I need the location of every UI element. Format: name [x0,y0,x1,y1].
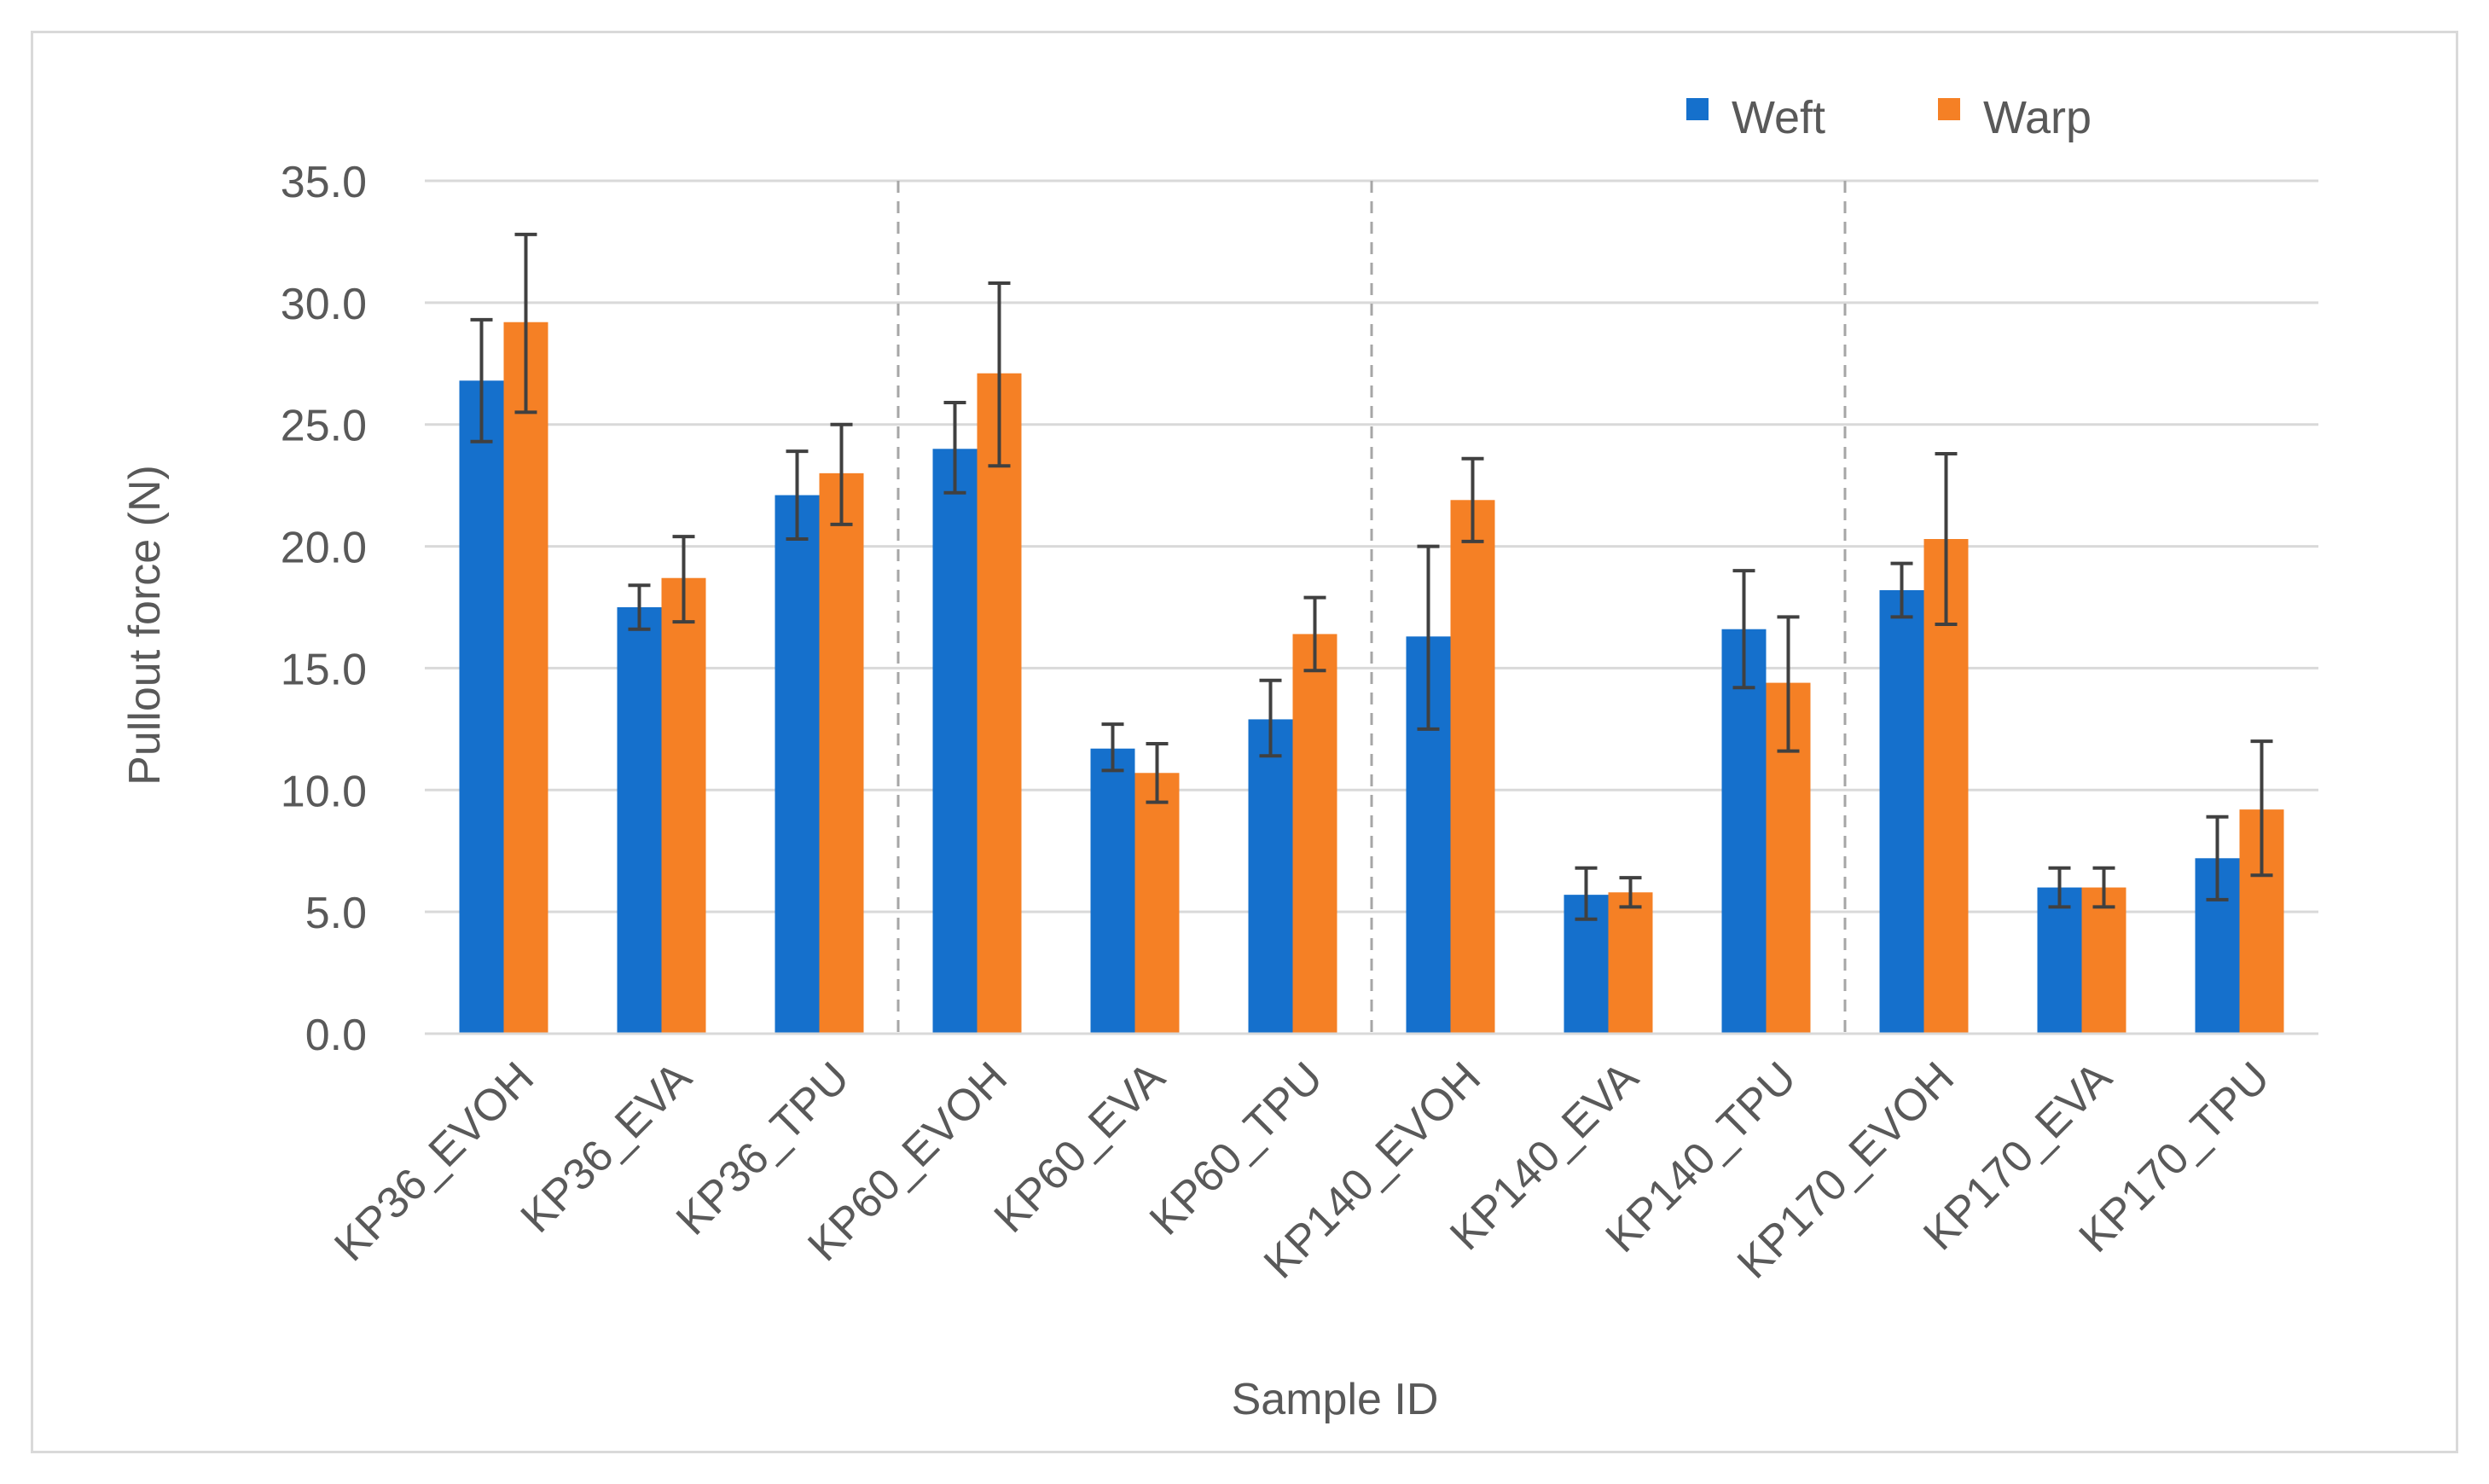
error-bar-weft [1417,544,1440,731]
bars [459,322,2284,1034]
bar-weft [1248,719,1293,1034]
group-separators [896,181,1847,1034]
x-tick-label: KP36_EVOH [325,1052,543,1271]
error-bar-weft [786,449,809,541]
error-bar-weft [943,401,966,495]
legend-swatch-warp [1938,98,1960,120]
error-bar-warp [2250,739,2273,878]
y-tick-label: 35.0 [281,158,367,207]
error-bar-warp [1935,452,1958,626]
bar-weft [1090,748,1135,1034]
bar-weft [932,449,978,1034]
error-bar-weft [1732,569,1755,690]
bar-weft [2037,887,2082,1034]
y-tick-label: 30.0 [281,280,367,329]
error-bar-warp [1619,876,1642,909]
error-bar-weft [628,583,651,631]
error-bar-weft [2048,866,2071,909]
error-bar-warp [2092,866,2115,909]
bar-warp [1450,500,1495,1034]
bar-weft [1721,629,1767,1034]
error-bar-weft [1890,561,1913,619]
error-bar-warp [830,422,853,526]
bar-warp [1608,892,1653,1034]
error-bar-warp [672,535,695,624]
y-tick-label: 10.0 [281,767,367,816]
bar-weft [775,495,820,1034]
bar-weft [617,607,662,1034]
bar-warp [661,577,706,1034]
legend-label-warp: Warp [1983,92,2092,143]
bar-warp [1292,634,1337,1034]
y-tick-label: 20.0 [281,524,367,573]
legend-label-weft: Weft [1732,92,1825,143]
y-tick-label: 0.0 [305,1011,367,1060]
error-bar-warp [988,281,1011,468]
y-tick-label: 5.0 [305,889,367,938]
y-axis-ticks: 0.0 5.0 10.0 15.0 20.0 25.0 30.0 35.0 [281,158,367,1060]
error-bar-warp [1461,456,1484,543]
bar-weft [1879,590,1924,1034]
legend-swatch-weft [1686,98,1709,120]
error-bar-warp [514,232,537,414]
error-bars [470,232,2273,921]
legend: Weft Warp [1686,92,2092,143]
chart-frame [31,31,2458,1453]
error-bar-weft [1575,866,1598,921]
bar-warp [819,472,864,1034]
error-bar-warp [1303,595,1326,673]
error-bar-weft [1101,722,1124,773]
x-axis-label: Sample ID [1232,1375,1439,1424]
bar-warp [2081,887,2126,1034]
error-bar-warp [1146,742,1169,804]
bar-weft [459,380,504,1034]
bar-warp [1134,773,1180,1034]
y-axis-label: Pullout force (N) [120,465,170,785]
error-bar-weft [1259,678,1282,758]
error-bar-warp [1777,615,1800,753]
bar-warp [503,322,548,1034]
y-tick-label: 15.0 [281,645,367,694]
y-tick-label: 25.0 [281,402,367,451]
x-axis-ticks: KP36_EVOHKP36_EVAKP36_TPUKP60_EVOHKP60_E… [325,1052,2279,1288]
bar-warp [977,373,1022,1034]
error-bar-weft [470,317,493,443]
gridlines [425,179,2318,913]
error-bar-weft [2206,814,2229,901]
